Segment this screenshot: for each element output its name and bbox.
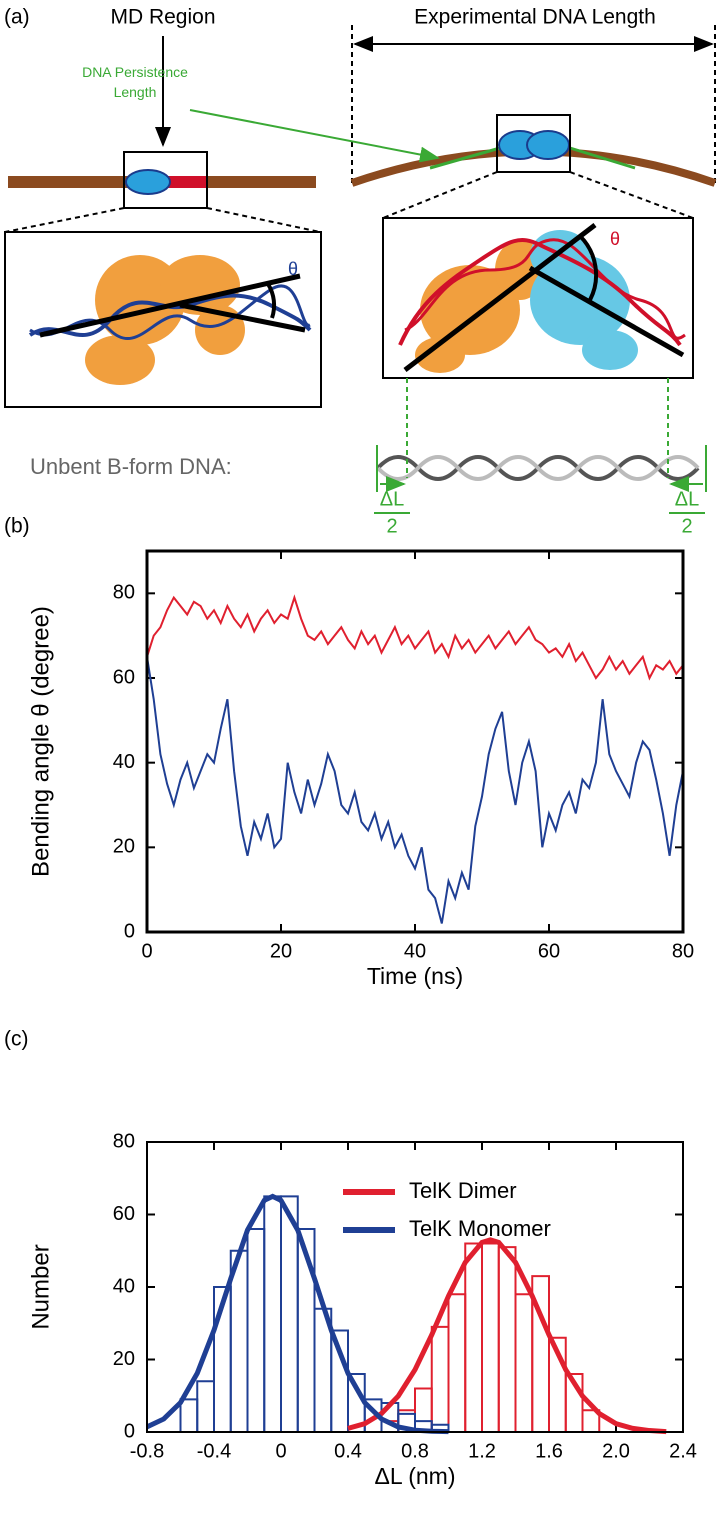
hist-bar [414,1387,433,1433]
x-tick-label: 2.4 [669,1440,697,1462]
protein [125,169,171,195]
hist-bar [464,1242,483,1433]
tangent [429,146,501,170]
x-tick-label: 1.6 [535,1440,563,1462]
x-tick-label: 1.2 [468,1440,496,1462]
y-tick-label: 20 [113,836,135,858]
chart: (b)Time (ns)Bending angle θ (degree)0 20 4… [4,515,694,990]
theta: θ [610,229,620,249]
panel-label: (c) [4,1028,29,1051]
y-tick-label: 80 [113,1130,135,1152]
hist-bar [430,1325,450,1433]
hist-bar [514,1293,534,1433]
angle-arc [578,234,599,301]
hist-bar [246,1228,266,1433]
x-tick-label: 0 [275,1440,286,1462]
axis-line [403,223,597,372]
x-tick-label: -0.4 [197,1440,231,1462]
dna-md-part [168,176,206,188]
fit-curve [347,1237,667,1435]
y-tick-label: 80 [113,582,135,604]
x-tick-label: 80 [672,940,694,962]
y-tick-label: 20 [113,1348,135,1370]
zoom-line [382,171,498,219]
x-tick-label: 60 [538,940,560,962]
hist-bar [179,1398,199,1433]
panel-label: (b) [4,515,30,538]
y-tick-label: 0 [124,920,135,942]
axis-line [528,265,685,358]
legend-label: TelK Monomer [409,1216,551,1241]
y-tick-label: 40 [113,751,135,773]
y-tick-label: 60 [113,666,135,688]
zoom-line [569,171,694,219]
green-arrow [189,109,440,163]
data-line [146,656,684,924]
zoom-line [4,207,125,233]
experimental-length-label: Experimental DNA Length [414,6,656,29]
plot-frame [146,1141,684,1433]
dna-helix [398,238,682,347]
axis-line [39,273,301,338]
panel-a: (a) MD Region θ Experimental DNA Length [4,6,717,537]
legend-label: TelK Dimer [409,1178,517,1203]
protein-structure [85,255,245,385]
x-tick-label: 40 [404,940,426,962]
hist-bar [497,1246,517,1433]
delta-l: ΔL [675,488,699,510]
x-axis-label: ΔL (nm) [375,1463,456,1489]
persistence-label: DNA Persistence Length [82,64,188,100]
delta-l-half: 2 [681,515,692,537]
panel-label: (a) [4,6,30,29]
y-axis-label: Bending angle θ (degree) [27,606,54,877]
axis-line [179,302,306,333]
x-tick-label: 20 [270,940,292,962]
unbent-dna [376,455,700,481]
y-axis-label: Number [27,1244,54,1329]
hist-bar [481,1242,500,1433]
protein [526,130,570,160]
unbent-label: Unbent B-form DNA: [30,454,232,479]
y-tick-label: 40 [113,1275,135,1297]
x-tick-label: 0 [141,940,152,962]
x-tick-label: 0.4 [334,1440,362,1462]
dna-helix [29,284,311,340]
theta: θ [288,259,298,279]
zoom-line [206,207,321,233]
plot-frame [145,549,685,934]
dna-helix [28,293,312,337]
x-tick-label: 2.0 [602,1440,630,1462]
tangent [569,146,636,170]
hist-bar [263,1195,282,1433]
fit-curve [145,1193,449,1435]
chart: (c) ΔL (nm) Number -0.8 -0.4 0 0.4 0.8 1.2 1.6 2.0… [4,1028,697,1490]
md-box [496,114,571,173]
angle-arc [266,282,277,319]
hist-bar [447,1293,467,1433]
y-tick-label: 60 [113,1203,135,1225]
x-tick-label: -0.8 [130,1440,164,1462]
dna-helix [404,238,686,340]
x-axis-label: Time (ns) [367,963,463,989]
delta-l-half: 2 [386,515,397,537]
md-region-label: MD Region [110,6,215,29]
data-line [146,594,684,681]
hist-bar [196,1380,215,1433]
hist-bar [280,1195,299,1433]
y-tick-label: 0 [124,1420,135,1442]
md-box [123,151,208,209]
x-tick-label: 0.8 [401,1440,429,1462]
delta-l: ΔL [380,488,404,510]
